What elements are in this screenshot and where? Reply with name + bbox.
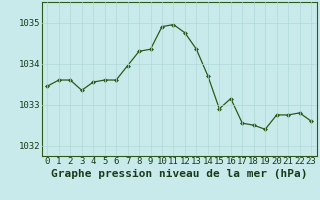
X-axis label: Graphe pression niveau de la mer (hPa): Graphe pression niveau de la mer (hPa) <box>51 169 308 179</box>
